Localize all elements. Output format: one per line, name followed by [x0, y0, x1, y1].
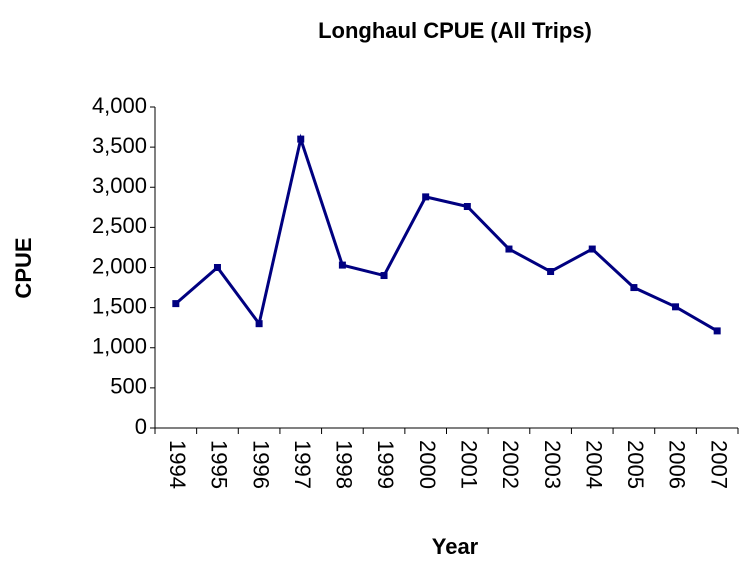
data-line: [174, 133, 718, 333]
y-tick-label: 2,500: [92, 213, 147, 238]
chart-title: Longhaul CPUE (All Trips): [318, 18, 592, 43]
x-tick-label: 2006: [665, 440, 690, 489]
data-point: [672, 303, 680, 311]
y-tick-label: 0: [135, 414, 147, 439]
x-tick-label: 1994: [165, 440, 190, 489]
x-tick-label: 1999: [373, 440, 398, 489]
y-axis-label: CPUE: [11, 237, 36, 298]
x-tick-label: 2004: [581, 440, 606, 489]
x-tick-label: 2003: [540, 440, 565, 489]
y-tick-label: 2,000: [92, 253, 147, 278]
x-tick-label: 2007: [706, 440, 731, 489]
data-point: [505, 245, 513, 253]
x-tick-label: 2001: [457, 440, 482, 489]
data-point: [713, 327, 721, 335]
data-point: [422, 193, 430, 201]
x-axis-label: Year: [432, 534, 479, 559]
y-tick-label: 500: [110, 374, 147, 399]
y-tick-label: 1,500: [92, 293, 147, 318]
data-point: [338, 261, 346, 269]
data-point: [213, 264, 221, 271]
x-tick-label: 2000: [415, 440, 440, 489]
y-tick-label: 3,000: [92, 173, 147, 198]
data-point: [630, 284, 638, 292]
data-point: [463, 203, 471, 211]
x-tick-label: 1996: [248, 440, 273, 489]
y-tick-label: 4,000: [92, 93, 147, 118]
data-point: [380, 272, 388, 280]
data-point: [255, 320, 263, 328]
y-tick-label: 3,500: [92, 133, 147, 158]
data-point: [588, 245, 596, 253]
x-tick-label: 1995: [207, 440, 232, 489]
x-tick-label: 2005: [623, 440, 648, 489]
data-point: [172, 300, 180, 308]
x-tick-label: 2002: [498, 440, 523, 489]
x-tick-label: 1998: [332, 440, 357, 489]
x-tick-label: 1997: [290, 440, 315, 489]
y-tick-label: 1,000: [92, 334, 147, 359]
data-point: [547, 268, 555, 276]
data-point: [297, 135, 305, 143]
